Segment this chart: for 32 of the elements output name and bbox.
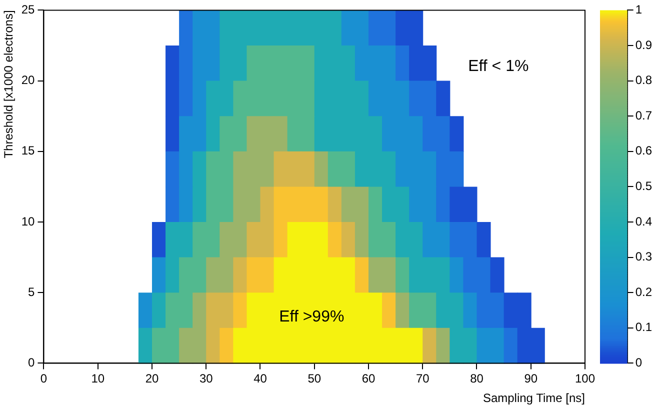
x-tick-label: 60 — [362, 372, 376, 386]
color-bar-label: 0.2 — [635, 284, 652, 299]
y-tick-label: 0 — [28, 356, 36, 370]
x-tick-label: 80 — [470, 372, 484, 386]
x-tick-label: 90 — [524, 372, 538, 386]
color-bar-label: 0.8 — [635, 73, 652, 88]
y-axis-title: Threshold [x1000 electrons] — [2, 10, 16, 158]
color-bar-label: 0.4 — [635, 214, 652, 228]
color-bar-label: 0.6 — [635, 144, 652, 158]
x-tick-label: 70 — [416, 372, 430, 386]
x-tick-label: 20 — [145, 372, 159, 386]
y-tick-label: 15 — [21, 144, 36, 158]
color-bar-label: 0.1 — [635, 320, 652, 334]
annotation: Eff >99% — [279, 308, 344, 326]
x-tick-label: 30 — [199, 372, 214, 386]
x-tick-label: 10 — [91, 372, 105, 386]
y-tick-label: 5 — [28, 284, 36, 299]
y-tick-label: 10 — [21, 214, 36, 228]
x-tick-label: 0 — [40, 372, 48, 386]
color-bar-label: 0.3 — [635, 250, 652, 264]
x-tick-label: 50 — [308, 372, 322, 386]
color-bar-label: 0.5 — [635, 179, 652, 194]
color-bar-label: 1 — [635, 2, 642, 17]
annotation: Eff < 1% — [468, 58, 529, 76]
color-bar-label: 0.9 — [635, 38, 652, 52]
color-bar-label: 0 — [635, 356, 642, 370]
x-axis-title: Sampling Time [ns] — [482, 391, 585, 406]
y-tick-label: 25 — [21, 2, 36, 17]
y-tick-label: 20 — [21, 73, 36, 88]
x-tick-label: 100 — [574, 372, 596, 386]
x-tick-label: 40 — [254, 372, 268, 386]
color-bar-label: 0.7 — [635, 108, 652, 122]
